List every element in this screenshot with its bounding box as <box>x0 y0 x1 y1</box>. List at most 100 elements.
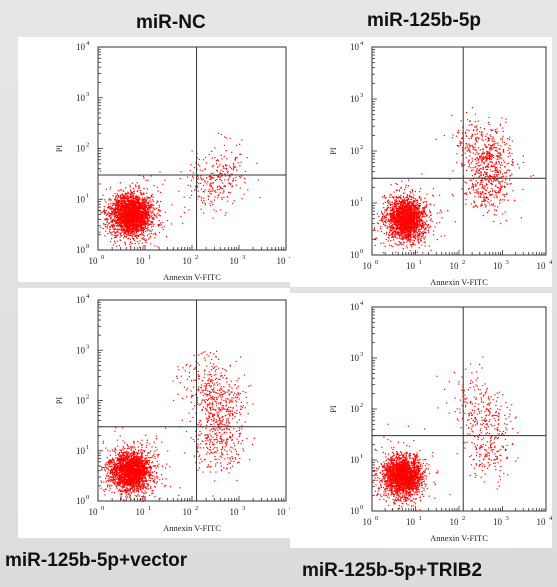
event-dot <box>112 227 114 229</box>
event-dot <box>412 229 414 231</box>
event-dot <box>135 235 137 237</box>
event-dot <box>150 221 152 223</box>
event-dot <box>129 209 131 211</box>
event-dot <box>144 208 147 210</box>
event-dot <box>402 224 404 226</box>
event-dot <box>382 222 385 224</box>
event-dot <box>122 229 124 232</box>
event-dot <box>423 238 425 240</box>
event-dot <box>377 230 379 232</box>
event-dot <box>134 234 136 236</box>
event-dot <box>402 203 404 205</box>
event-dot <box>411 189 413 191</box>
event-dot <box>132 225 134 227</box>
event-dot <box>111 225 114 228</box>
event-dot <box>120 219 122 221</box>
event-dot <box>121 224 123 226</box>
event-dot <box>228 165 231 167</box>
event-dot <box>405 234 407 236</box>
event-dot <box>400 221 402 223</box>
event-dot <box>226 165 228 167</box>
y-tick-label: 10 <box>76 42 86 52</box>
event-dot <box>107 218 109 220</box>
event-dot <box>406 224 408 226</box>
event-dot <box>419 240 422 242</box>
event-dot <box>218 165 220 167</box>
event-dot <box>116 215 118 217</box>
event-dot <box>412 227 414 229</box>
event-dot <box>129 218 131 220</box>
event-dot <box>130 200 133 203</box>
event-dot <box>143 201 145 203</box>
event-dot <box>137 212 139 214</box>
event-dot <box>116 224 118 227</box>
event-dot <box>413 236 415 238</box>
event-dot <box>112 228 114 230</box>
event-dot <box>124 205 126 208</box>
event-dot <box>132 195 134 197</box>
event-dot <box>429 219 432 221</box>
event-dot <box>397 215 399 217</box>
event-dot <box>407 222 409 224</box>
event-dot <box>421 210 423 212</box>
event-dot <box>140 220 142 222</box>
event-dot <box>137 207 139 209</box>
event-dot <box>400 220 403 222</box>
event-dot <box>159 191 162 193</box>
event-dot <box>217 176 219 178</box>
event-dot <box>118 210 121 212</box>
event-dot <box>117 210 119 212</box>
event-dot <box>219 192 221 194</box>
event-dot <box>111 221 113 223</box>
event-dot <box>383 214 385 216</box>
event-dot <box>423 209 425 211</box>
event-dot <box>413 232 415 234</box>
event-dot <box>136 221 138 224</box>
event-dot <box>102 211 104 213</box>
event-dot <box>391 214 393 217</box>
event-dot <box>133 216 135 218</box>
event-dot <box>210 176 212 178</box>
event-dot <box>132 194 134 197</box>
event-dot <box>122 211 124 213</box>
event-dot <box>120 206 122 208</box>
event-dot <box>129 225 131 227</box>
event-dot <box>387 202 389 204</box>
event-dot <box>419 219 421 222</box>
event-dot <box>247 189 249 191</box>
event-dot <box>110 203 112 205</box>
event-dot <box>398 225 400 227</box>
event-dot <box>422 210 424 212</box>
event-dot <box>412 203 415 205</box>
event-dot <box>397 210 399 212</box>
event-dot <box>127 200 129 202</box>
event-dot <box>158 206 160 208</box>
event-dot <box>131 207 133 209</box>
event-dot <box>203 197 205 199</box>
event-dot <box>397 221 399 223</box>
event-dot <box>411 224 413 226</box>
event-dot <box>402 205 404 207</box>
event-dot <box>142 201 144 203</box>
event-dot <box>405 222 407 224</box>
event-dot <box>144 204 146 206</box>
event-dot <box>124 205 126 207</box>
event-dot <box>440 235 442 237</box>
event-dot <box>419 203 421 205</box>
event-dot <box>401 225 403 227</box>
event-dot <box>115 236 117 238</box>
y-tick-exponent: 2 <box>86 142 89 149</box>
event-dot <box>143 198 145 200</box>
event-dot <box>106 219 108 221</box>
event-dot <box>123 217 126 219</box>
event-dot <box>214 157 216 159</box>
event-dot <box>141 215 143 217</box>
event-dot <box>122 212 124 214</box>
event-dot <box>145 200 147 202</box>
event-dot <box>210 182 212 184</box>
event-dot <box>397 244 399 246</box>
event-dot <box>152 218 154 220</box>
event-dot <box>407 203 409 205</box>
event-dot <box>413 206 415 208</box>
event-dot <box>151 203 153 205</box>
